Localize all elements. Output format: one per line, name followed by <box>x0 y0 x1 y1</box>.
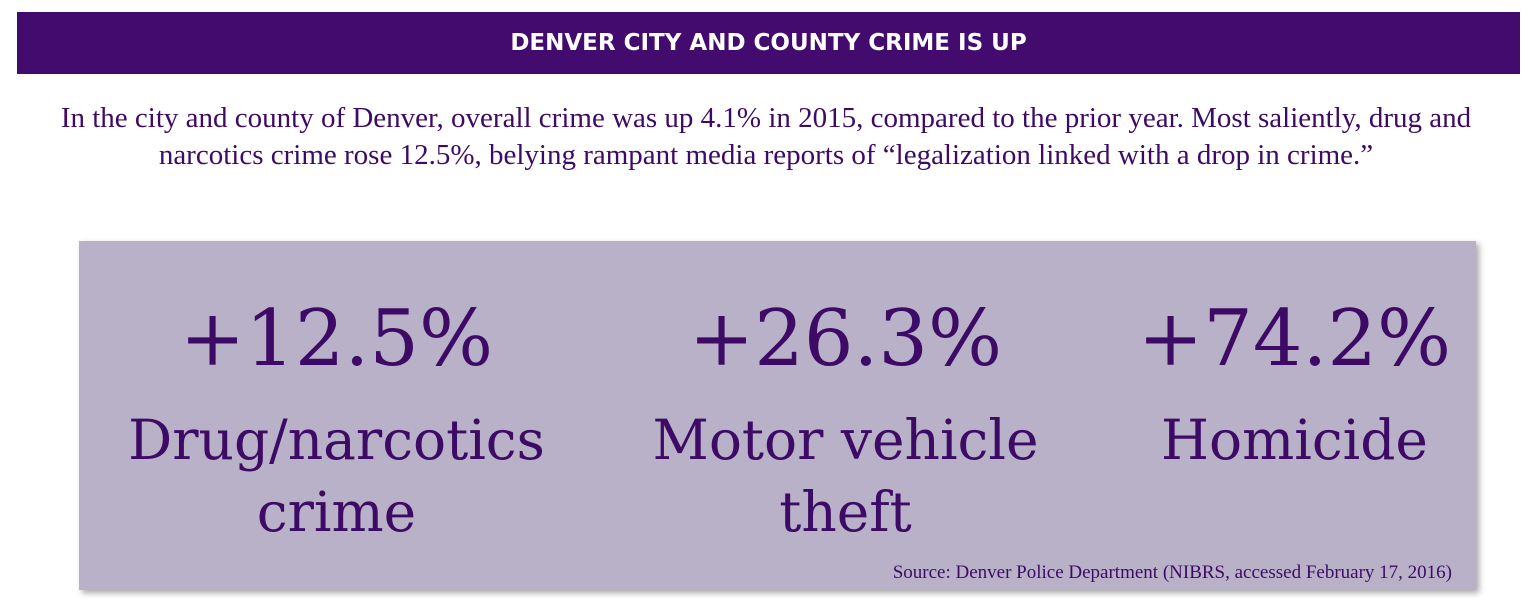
title-banner: DENVER CITY AND COUNTY CRIME IS UP <box>17 12 1520 74</box>
stat-value: +12.5% <box>179 294 494 384</box>
stat-value: +74.2% <box>1137 294 1452 384</box>
source-note: Source: Denver Police Department (NIBRS,… <box>892 562 1452 583</box>
stat-label: Motor vehicle theft <box>652 408 1039 544</box>
banner-title: DENVER CITY AND COUNTY CRIME IS UP <box>510 30 1027 56</box>
intro-paragraph: In the city and county of Denver, overal… <box>60 102 1472 171</box>
stats-panel: +12.5% Drug/narcotics crime +26.3% Motor… <box>79 241 1476 590</box>
stat-value: +26.3% <box>688 294 1003 384</box>
stat-label: Homicide <box>1161 408 1428 472</box>
stat-label: Drug/narcotics crime <box>128 408 545 544</box>
